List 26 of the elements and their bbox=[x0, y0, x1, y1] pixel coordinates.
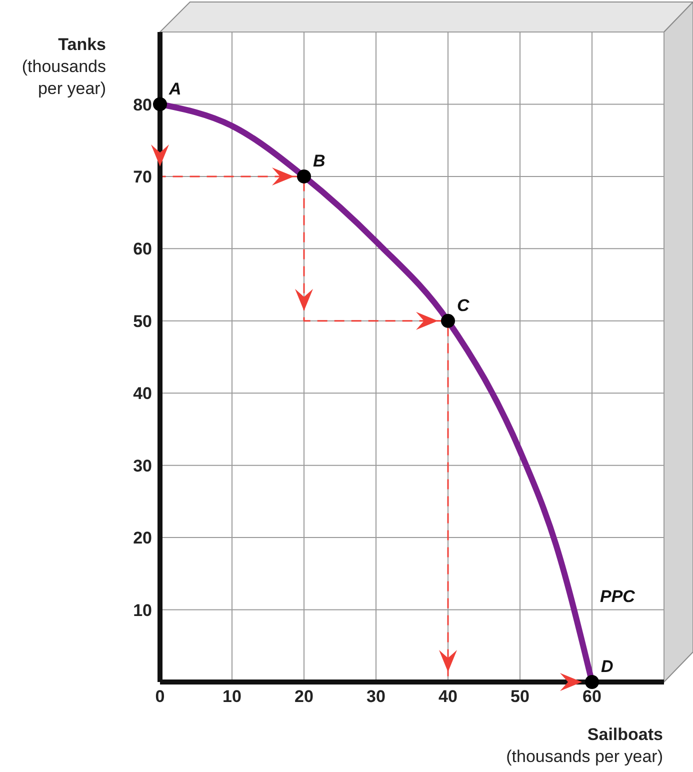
x-tick-label: 40 bbox=[438, 687, 458, 706]
x-tick-label: 50 bbox=[510, 687, 530, 706]
y-tick-label: 80 bbox=[133, 95, 152, 114]
y-tick-label: 50 bbox=[133, 312, 152, 331]
annotation: C bbox=[457, 296, 470, 315]
annotation: A bbox=[168, 79, 182, 98]
y-tick-label: 20 bbox=[133, 528, 152, 548]
x-tick-label: 0 bbox=[155, 687, 165, 706]
x-tick-label: 30 bbox=[366, 687, 386, 706]
y-tick-label: 40 bbox=[133, 384, 152, 404]
x-tick-label: 10 bbox=[222, 687, 242, 706]
x-tick-label: 20 bbox=[294, 687, 314, 706]
annotation: PPC bbox=[600, 587, 635, 607]
point bbox=[297, 169, 311, 184]
x-tick-label: 60 bbox=[582, 687, 602, 706]
y-tick-label: 30 bbox=[133, 456, 152, 476]
point bbox=[585, 675, 599, 689]
x-axis-title: Sailboats (thousands per year) bbox=[505, 724, 663, 768]
annotation: B bbox=[313, 151, 326, 170]
point bbox=[153, 97, 167, 112]
y-tick-label: 60 bbox=[133, 240, 152, 259]
y-tick-label: 70 bbox=[133, 167, 152, 186]
y-axis-title: Tanks (thousands per year) bbox=[20, 34, 106, 100]
point bbox=[441, 314, 455, 328]
annotation: D bbox=[601, 657, 614, 676]
y-tick-label: 10 bbox=[133, 600, 152, 620]
